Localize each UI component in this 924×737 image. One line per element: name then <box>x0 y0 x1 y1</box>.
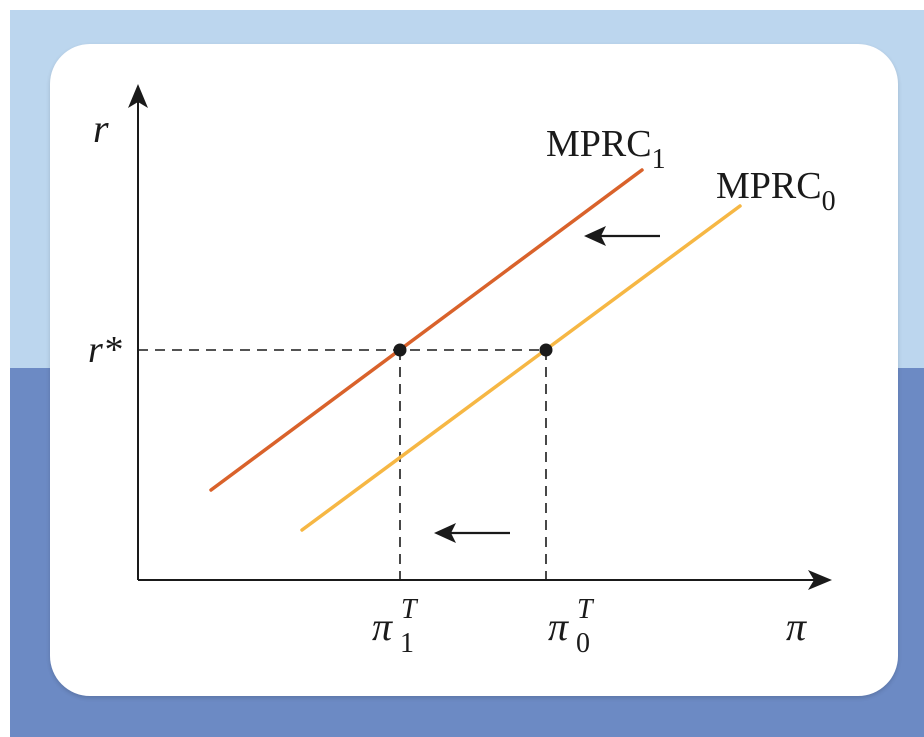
mprc0-label-base: MPRC <box>716 165 822 207</box>
pi1-label-sup: T <box>401 594 419 625</box>
x-axis-arrowhead <box>808 570 832 590</box>
pi0-label-sub: 0 <box>576 628 590 659</box>
pi0-label-sup: T <box>577 594 595 625</box>
mprc0-curve <box>300 204 742 532</box>
x-axis-label: π <box>786 604 807 649</box>
pi1-tick-label: π T 1 <box>372 594 419 659</box>
mprc1-label: MPRC1 <box>546 123 666 175</box>
pi1-label-base: π <box>372 604 393 649</box>
mprc1-curve <box>209 168 644 492</box>
mprc1-label-sub: 1 <box>652 144 666 175</box>
diagram-panel <box>50 44 898 696</box>
point-pi1-r-star <box>393 343 407 357</box>
r-star-label: r* <box>88 329 122 371</box>
mprc0-label: MPRC0 <box>716 165 836 217</box>
mprc0-label-sub: 0 <box>822 186 836 217</box>
y-axis-label: r <box>93 106 109 151</box>
pi0-label-base: π <box>548 604 569 649</box>
mprc1-label-base: MPRC <box>546 123 652 165</box>
point-pi0-r-star <box>539 343 553 357</box>
y-axis-arrowhead <box>128 84 148 108</box>
shift-arrow-upper-head <box>584 226 606 246</box>
shift-arrow-lower-head <box>434 523 456 543</box>
pi0-tick-label: π T 0 <box>548 594 595 659</box>
pi1-label-sub: 1 <box>400 628 414 659</box>
